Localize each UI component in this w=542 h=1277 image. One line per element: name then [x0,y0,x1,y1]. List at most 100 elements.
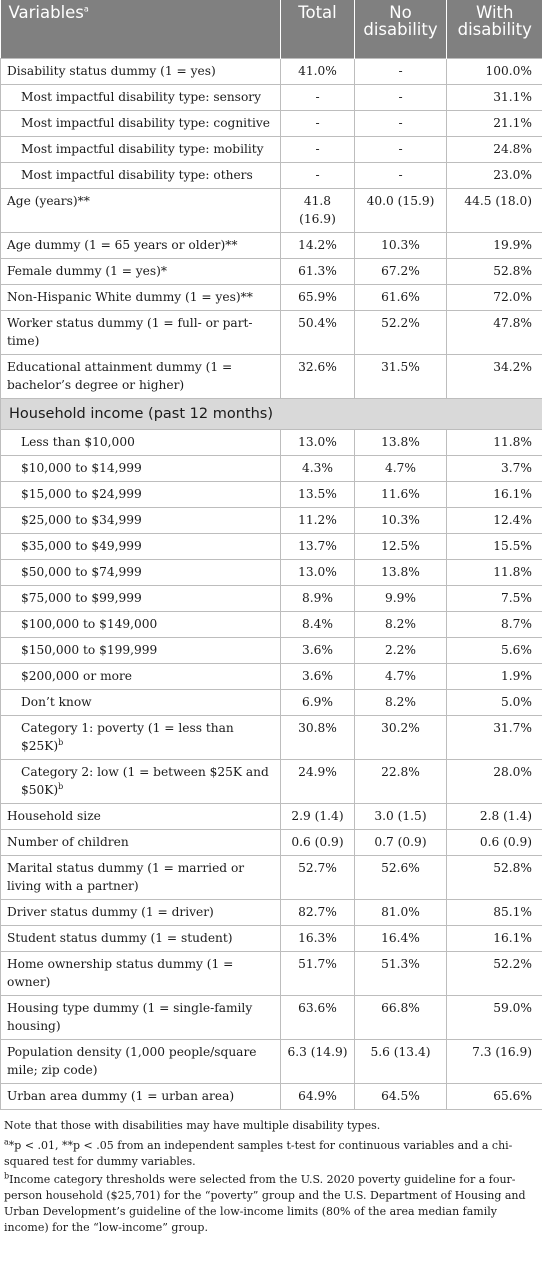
no-disability-cell-text: 3.0 (1.5) [374,808,427,823]
no-disability-cell-text: 8.2% [385,694,416,709]
variable-cell-text: Age dummy (1 = 65 years or older)** [7,237,238,252]
variable-cell-text: Educational attainment dummy (1 = bachel… [7,359,233,392]
table-row: Non-Hispanic White dummy (1 = yes)** 65.9… [0,283,542,310]
total-cell-text: 3.6% [302,642,333,657]
total-cell: 13.0% [280,428,355,455]
total-cell: 0.6 (0.9) [280,828,355,855]
with-disability-cell-text: 3.7% [501,460,532,475]
total-cell: 63.6% [280,994,355,1039]
with-disability-cell-text: 23.0% [493,167,532,182]
total-cell-text: 4.3% [302,460,333,475]
variable-cell-text: Marital status dummy (1 = married or liv… [7,860,245,893]
with-disability-cell-text: 44.5 (18.0) [464,193,532,208]
variable-cell: $200,000 or more [0,662,281,689]
no-disability-cell: 4.7% [354,454,447,481]
table-row: $10,000 to $14,999 4.3% 4.7% 3.7% [0,454,542,481]
variable-cell: $15,000 to $24,999 [0,480,281,507]
total-cell: 32.6% [280,353,355,398]
no-disability-cell-text: 4.7% [385,668,416,683]
total-cell-text: 64.9% [298,1088,337,1103]
table-row: Student status dummy (1 = student) 16.3% 1… [0,924,542,951]
table-row: Driver status dummy (1 = driver) 82.7% 81.… [0,898,542,925]
variable-cell-text: Most impactful disability type: others [21,167,253,182]
header-total: Total [280,0,355,58]
variable-cell: Age dummy (1 = 65 years or older)** [0,231,281,258]
table-row: Age (years)** 41.8 (16.9) 40.0 (15.9) 44.5 … [0,187,542,232]
total-cell-text: 50.4% [298,315,337,330]
with-disability-cell: 16.1% [446,480,542,507]
no-disability-cell: - [354,57,447,84]
no-disability-cell-text: 0.7 (0.9) [374,834,427,849]
no-disability-cell-text: - [398,167,403,182]
with-disability-cell-text: 72.0% [493,289,532,304]
no-disability-cell: 40.0 (15.9) [354,187,447,232]
variable-cell: Category 1: poverty (1 = less than $25K)… [0,714,281,759]
with-disability-cell: 19.9% [446,231,542,258]
total-cell: 50.4% [280,309,355,354]
table-row: Don’t know 6.9% 8.2% 5.0% [0,688,542,715]
variable-cell-text: Don’t know [21,694,92,709]
variable-cell-text: $10,000 to $14,999 [21,460,142,475]
total-cell-text: - [315,89,320,104]
table-row: Age dummy (1 = 65 years or older)** 14.2%… [0,231,542,258]
variable-cell: Most impactful disability type: others [0,161,281,188]
with-disability-cell: 8.7% [446,610,542,637]
variable-cell-text: $25,000 to $34,999 [21,512,142,527]
no-disability-cell-text: 12.5% [381,538,420,553]
table-row: Most impactful disability type: sensory -… [0,83,542,110]
no-disability-cell-text: 61.6% [381,289,420,304]
total-cell: 11.2% [280,506,355,533]
no-disability-cell-text: 9.9% [385,590,416,605]
total-cell-text: 32.6% [298,359,337,374]
total-cell-text: 3.6% [302,668,333,683]
variable-cell-text: $100,000 to $149,000 [21,616,158,631]
variable-cell-text: Population density (1,000 people/square … [7,1044,257,1077]
variable-cell: Disability status dummy (1 = yes) [0,57,281,84]
total-cell: 61.3% [280,257,355,284]
no-disability-cell: 13.8% [354,428,447,455]
section-title: Household income (past 12 months) [0,397,542,429]
with-disability-cell-text: 11.8% [493,434,532,449]
with-disability-cell-text: 28.0% [493,764,532,779]
no-disability-cell: 9.9% [354,584,447,611]
variable-cell: Driver status dummy (1 = driver) [0,898,281,925]
total-cell-text: 2.9 (1.4) [291,808,344,823]
no-disability-cell: - [354,83,447,110]
with-disability-cell: 7.3 (16.9) [446,1038,542,1083]
variable-cell-text: Driver status dummy (1 = driver) [7,904,214,919]
total-cell-text: 16.3% [298,930,337,945]
with-disability-cell-text: 15.5% [493,538,532,553]
no-disability-cell: 22.8% [354,758,447,803]
variable-cell-text: Home ownership status dummy (1 = owner) [7,956,234,989]
table-row: Home ownership status dummy (1 = owner) 5… [0,950,542,995]
total-cell-text: 14.2% [298,237,337,252]
variable-cell: Household size [0,802,281,829]
variable-cell-text: Category 1: poverty (1 = less than $25K) [21,720,234,753]
total-cell: 13.5% [280,480,355,507]
with-disability-cell: 52.8% [446,257,542,284]
no-disability-cell-text: 4.7% [385,460,416,475]
table-row: $25,000 to $34,999 11.2% 10.3% 12.4% [0,506,542,533]
no-disability-cell: 8.2% [354,610,447,637]
table-row: $100,000 to $149,000 8.4% 8.2% 8.7% [0,610,542,637]
with-disability-cell: 59.0% [446,994,542,1039]
table-row: $200,000 or more 3.6% 4.7% 1.9% [0,662,542,689]
total-cell: 13.0% [280,558,355,585]
with-disability-cell-text: 12.4% [493,512,532,527]
no-disability-cell-text: 30.2% [381,720,420,735]
variable-cell: Marital status dummy (1 = married or liv… [0,854,281,899]
no-disability-cell: 10.3% [354,231,447,258]
total-cell-text: 52.7% [298,860,337,875]
no-disability-cell: 61.6% [354,283,447,310]
total-cell-text: 61.3% [298,263,337,278]
with-disability-cell: 21.1% [446,109,542,136]
with-disability-cell: 100.0% [446,57,542,84]
table-row: Most impactful disability type: others - -… [0,161,542,188]
no-disability-cell: 10.3% [354,506,447,533]
no-disability-cell-text: 22.8% [381,764,420,779]
total-cell-text: 24.9% [298,764,337,779]
no-disability-cell: 3.0 (1.5) [354,802,447,829]
with-disability-cell-text: 21.1% [493,115,532,130]
table-row: Most impactful disability type: mobility… [0,135,542,162]
variable-cell-text: Most impactful disability type: mobility [21,141,264,156]
